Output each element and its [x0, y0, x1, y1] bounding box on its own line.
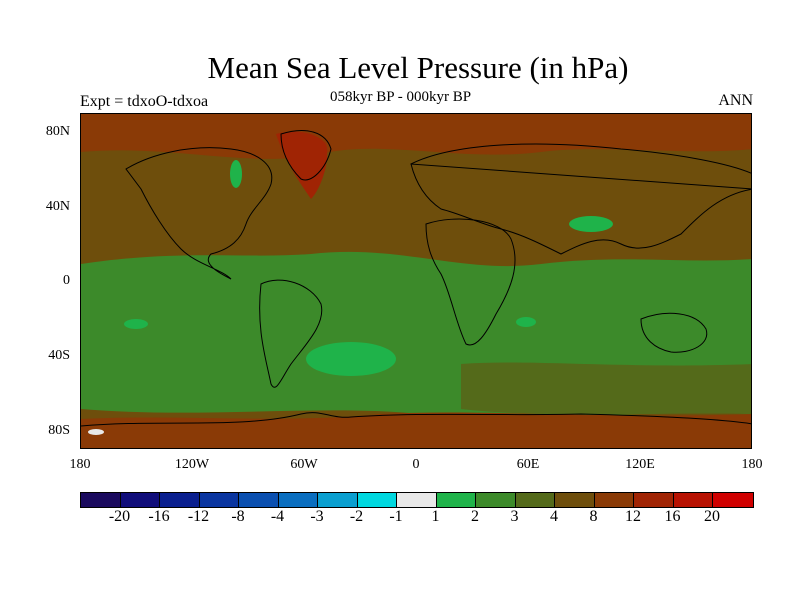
colorbar-box [397, 493, 437, 507]
colorbar-box [278, 493, 318, 507]
colorbar-label: 2 [471, 508, 479, 525]
colorbar-box [81, 493, 121, 507]
lat-label-0: 0 [63, 273, 70, 288]
lon-label-120w: 120W [174, 457, 210, 472]
lat-label-40s: 40S [48, 348, 70, 363]
colorbar-label: 20 [704, 508, 720, 525]
lon-label-120e: 120E [625, 457, 655, 472]
colorbar-box [239, 493, 279, 507]
lat-label-80s: 80S [48, 423, 70, 438]
colorbar-label: 3 [510, 508, 519, 525]
field-greenland-high [276, 131, 328, 199]
colorbar-label: 4 [550, 508, 558, 525]
field-patch-pacific [124, 319, 148, 329]
colorbar-box [120, 493, 160, 507]
field-patch-south-atlantic [306, 342, 396, 376]
colorbar-label: -20 [108, 508, 131, 525]
lon-label-60e: 60E [516, 457, 540, 472]
coastlines [81, 130, 751, 427]
colorbar [80, 492, 754, 508]
colorbar-label: 16 [664, 508, 681, 525]
colorbar-box [713, 493, 753, 507]
pressure-map [80, 113, 752, 449]
map-title: Mean Sea Level Pressure (in hPa) [207, 50, 629, 85]
field-patch-north-america [230, 160, 242, 188]
colorbar-box [673, 493, 713, 507]
colorbar-label: -16 [148, 508, 170, 525]
colorbar-box [199, 493, 239, 507]
colorbar-box [357, 493, 397, 507]
colorbar-label: -1 [389, 508, 403, 525]
colorbar-label: 1 [431, 508, 440, 525]
colorbar-label: -4 [270, 508, 285, 525]
colorbar-label: -3 [310, 508, 324, 525]
colorbar-box [160, 493, 200, 507]
field-southern-ocean-olive [461, 362, 751, 415]
colorbar-box [634, 493, 674, 507]
lat-label-80n: 80N [45, 124, 70, 139]
field-patch-indian-ocean [516, 317, 536, 327]
lon-label-60w: 60W [290, 457, 318, 472]
field-tropical-belt [81, 251, 751, 327]
colorbar-label: 8 [589, 508, 598, 525]
lon-label-0: 0 [412, 457, 420, 472]
field-patch-tibet [569, 216, 613, 232]
colorbar-box [555, 493, 595, 507]
colorbar-label: -8 [231, 508, 245, 525]
field-north-band [81, 114, 751, 159]
time-period-label: 058kyr BP - 000kyr BP [330, 89, 472, 105]
colorbar-box [318, 493, 358, 507]
colorbar-box [594, 493, 634, 507]
colorbar-box [515, 493, 555, 507]
colorbar-label: 12 [625, 508, 641, 525]
lon-label-180e: 180 [741, 457, 763, 472]
colorbar-label: -2 [349, 508, 364, 525]
map-canvas [81, 114, 751, 448]
field-antarctica [81, 412, 751, 448]
field-patch-white [88, 429, 104, 435]
season-label: ANN [718, 92, 753, 109]
lon-label-180w: 180 [69, 457, 91, 472]
colorbar-box [476, 493, 516, 507]
colorbar-label: -12 [187, 508, 210, 525]
lat-label-40n: 40N [45, 199, 70, 214]
colorbar-box [436, 493, 476, 507]
experiment-label: Expt = tdxoO-tdxoa [80, 93, 209, 110]
